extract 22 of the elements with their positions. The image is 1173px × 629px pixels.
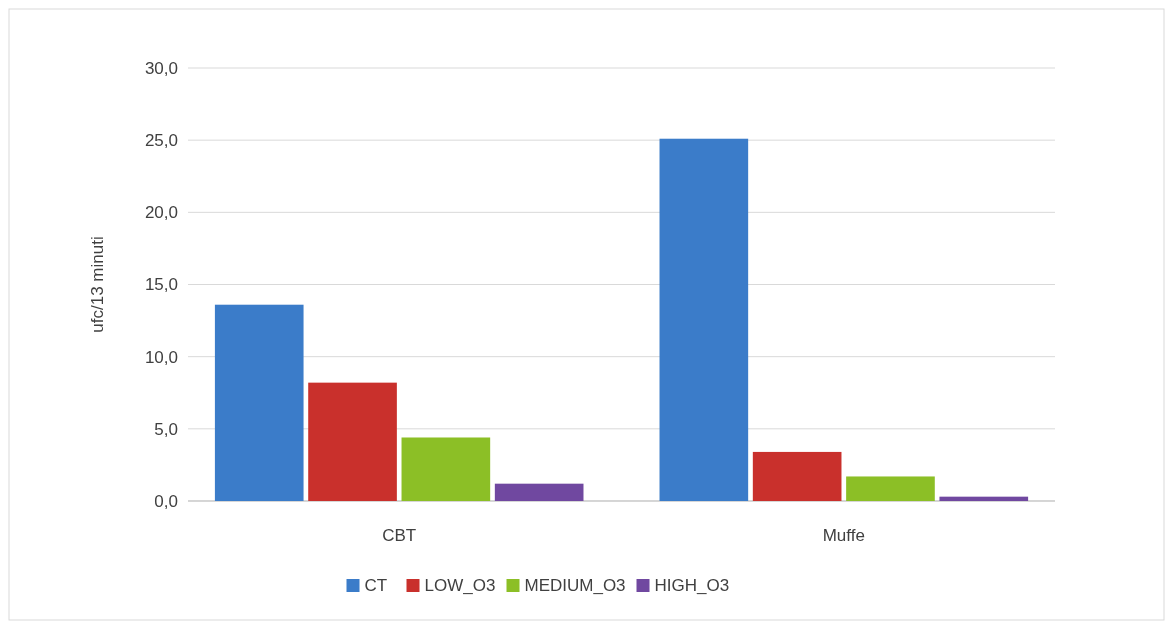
y-tick-label: 30,0	[144, 58, 178, 78]
legend-label: MEDIUM_O3	[524, 576, 626, 595]
legend-label: LOW_O3	[424, 576, 496, 595]
y-tick-label: 0,0	[154, 491, 178, 511]
bar	[752, 451, 842, 501]
bar	[846, 476, 935, 501]
bar	[659, 138, 749, 501]
bar	[214, 304, 304, 501]
legend-label: CT	[364, 576, 388, 595]
y-tick-label: 25,0	[144, 131, 178, 151]
bar	[939, 496, 1029, 501]
bar	[401, 437, 491, 501]
bar	[308, 382, 397, 501]
bar	[494, 483, 584, 501]
x-tick-label: Muffe	[822, 526, 865, 545]
y-tick-label: 10,0	[144, 347, 178, 367]
y-tick-label: 20,0	[144, 203, 178, 223]
y-axis-title: ufc/13 minuti	[88, 236, 107, 333]
x-tick-label: CBT	[382, 526, 417, 545]
legend-label: HIGH_O3	[654, 576, 730, 595]
y-tick-label: 5,0	[154, 419, 178, 439]
y-tick-label: 15,0	[144, 275, 178, 295]
